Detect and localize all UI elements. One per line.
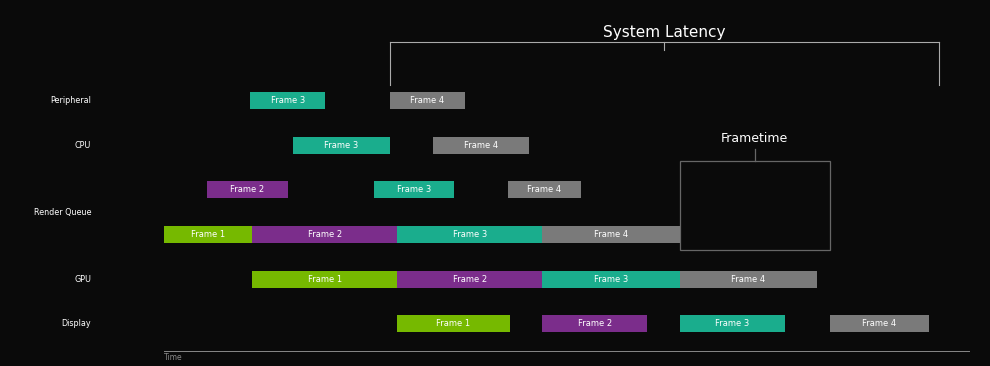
Text: Frame 1: Frame 1 <box>437 319 470 328</box>
Bar <box>397 226 543 243</box>
Bar <box>293 137 390 153</box>
Bar <box>373 181 454 198</box>
Text: Frame 1: Frame 1 <box>308 274 342 284</box>
Bar <box>433 137 530 153</box>
Text: Frame 1: Frame 1 <box>191 230 226 239</box>
Bar <box>679 270 817 288</box>
Text: Frame 4: Frame 4 <box>862 319 896 328</box>
Text: Render Queue: Render Queue <box>34 208 91 217</box>
Bar <box>252 226 397 243</box>
Bar <box>679 315 785 332</box>
Text: Frame 2: Frame 2 <box>231 185 264 194</box>
Bar <box>390 92 465 109</box>
Bar <box>164 226 252 243</box>
Bar <box>250 92 326 109</box>
Bar <box>679 161 830 250</box>
Text: Display: Display <box>61 319 91 328</box>
Text: Peripheral: Peripheral <box>50 96 91 105</box>
Text: Frame 3: Frame 3 <box>594 274 628 284</box>
Text: Frame 3: Frame 3 <box>397 185 431 194</box>
Text: Frame 3: Frame 3 <box>270 96 305 105</box>
Text: Frame 4: Frame 4 <box>732 274 765 284</box>
Bar <box>543 270 679 288</box>
Text: Frame 4: Frame 4 <box>410 96 445 105</box>
Text: CPU: CPU <box>75 141 91 150</box>
Bar <box>207 181 288 198</box>
Text: Frame 2: Frame 2 <box>452 274 487 284</box>
Text: Frame 4: Frame 4 <box>528 185 561 194</box>
Text: Frame 4: Frame 4 <box>594 230 628 239</box>
Text: Frame 3: Frame 3 <box>715 319 749 328</box>
Text: Frame 4: Frame 4 <box>464 141 498 150</box>
Bar <box>397 270 543 288</box>
Text: Frametime: Frametime <box>721 131 788 145</box>
Text: Time: Time <box>164 353 183 362</box>
Bar <box>830 315 929 332</box>
Bar <box>397 315 510 332</box>
Bar <box>543 226 679 243</box>
Text: System Latency: System Latency <box>603 25 726 40</box>
Text: Frame 2: Frame 2 <box>577 319 612 328</box>
Bar <box>508 181 581 198</box>
Text: Frame 3: Frame 3 <box>452 230 487 239</box>
Bar <box>543 315 647 332</box>
Text: Frame 3: Frame 3 <box>325 141 358 150</box>
Text: GPU: GPU <box>74 274 91 284</box>
Bar <box>252 270 397 288</box>
Text: Frame 2: Frame 2 <box>308 230 342 239</box>
